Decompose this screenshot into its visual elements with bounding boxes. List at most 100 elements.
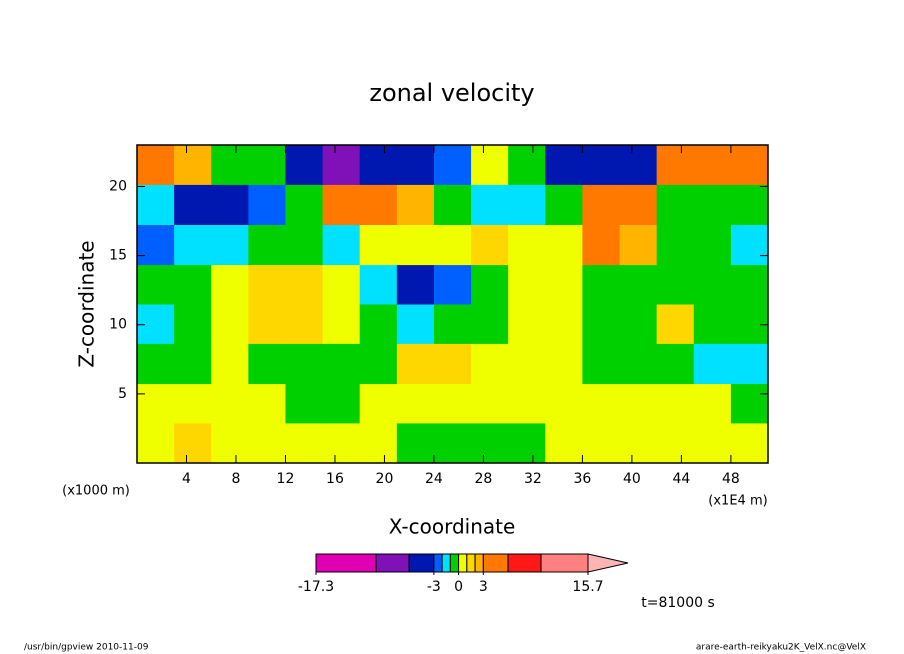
colorbar-segment <box>540 553 589 573</box>
colorbar-tick-label: 15.7 <box>572 579 603 595</box>
field-cell <box>619 304 658 344</box>
field-cell <box>471 184 509 225</box>
colorbar-tick-label: -3 <box>427 579 441 595</box>
field-cell <box>359 343 398 384</box>
field-cell <box>508 304 546 344</box>
field-cell <box>359 304 398 344</box>
field-cell <box>693 264 732 305</box>
field-cell <box>137 343 175 384</box>
field-cell <box>730 343 769 384</box>
colorbar-segment <box>482 553 509 573</box>
field-cell <box>619 264 658 305</box>
field-cell <box>656 343 695 384</box>
field-cell <box>433 145 472 185</box>
field-cell <box>433 422 472 464</box>
field-cell <box>433 264 472 305</box>
field-cell <box>619 224 658 266</box>
field-cell <box>545 184 583 225</box>
field-cell <box>174 224 212 266</box>
field-cell <box>359 184 398 225</box>
field-cell <box>137 383 175 424</box>
field-cell <box>396 304 435 344</box>
x-tick-label: 8 <box>232 471 241 487</box>
field-cell <box>285 422 324 464</box>
colorbar-segment <box>375 553 410 573</box>
chart-title: zonal velocity <box>369 79 534 107</box>
y-tick-label: 15 <box>109 248 127 264</box>
field-cell <box>693 145 732 185</box>
colorbar-tick-label: -17.3 <box>298 579 334 595</box>
field-cell <box>508 184 546 225</box>
field-cell <box>619 383 658 424</box>
field-cell <box>582 184 621 225</box>
field-cell <box>174 422 212 464</box>
field-cell <box>582 383 621 424</box>
field-cell <box>508 145 546 185</box>
field-cell <box>211 383 249 424</box>
field-cell <box>211 304 249 344</box>
field-cell <box>396 224 435 266</box>
field-cell <box>471 422 509 464</box>
colorbar-tick-label: 0 <box>454 579 463 595</box>
field-cell <box>174 264 212 305</box>
field-cell <box>582 422 621 464</box>
field-cell <box>285 224 324 266</box>
field-cell <box>396 145 435 185</box>
colorbar-tick-label: 3 <box>479 579 488 595</box>
field-cell <box>285 304 324 344</box>
field-cell <box>730 264 769 305</box>
y-unit: (x1000 m) <box>62 484 130 499</box>
field-cell <box>248 304 286 344</box>
plot-frame <box>136 144 769 464</box>
colorbar-segment <box>458 553 468 573</box>
field-cell <box>433 343 472 384</box>
field-cell <box>656 383 695 424</box>
field-cell <box>396 422 435 464</box>
x-tick-label: 4 <box>182 471 191 487</box>
y-tick-label: 5 <box>118 386 127 402</box>
field-cell <box>545 224 583 266</box>
field-cell <box>730 224 769 266</box>
x-tick-label: 48 <box>722 471 740 487</box>
field-cell <box>211 264 249 305</box>
field-cell <box>656 145 695 185</box>
field-cell <box>322 145 361 185</box>
field-cell <box>582 304 621 344</box>
x-tick-label: 12 <box>277 471 295 487</box>
field-cell <box>248 383 286 424</box>
field-cell <box>174 184 212 225</box>
x-axis-label: X-coordinate <box>389 515 516 539</box>
field-cell <box>656 422 695 464</box>
x-tick-label: 40 <box>623 471 641 487</box>
field-cell <box>285 264 324 305</box>
footer-left: /usr/bin/gpview 2010-11-09 <box>24 643 149 653</box>
field-cell <box>545 304 583 344</box>
field-cell <box>174 145 212 185</box>
field-cell <box>137 145 175 185</box>
field-cell <box>582 145 621 185</box>
field-cell <box>248 145 286 185</box>
field-cell <box>359 264 398 305</box>
colorbar-segment <box>433 553 443 573</box>
time-label: t=81000 s <box>641 595 715 611</box>
field-cell <box>137 304 175 344</box>
field-cell <box>211 422 249 464</box>
field-cell <box>471 224 509 266</box>
field-cell <box>322 383 361 424</box>
x-tick-label: 28 <box>475 471 493 487</box>
field-cell <box>545 422 583 464</box>
field-cell <box>359 145 398 185</box>
field-cell <box>508 343 546 384</box>
field-cell <box>730 422 769 464</box>
y-tick-label: 20 <box>109 178 127 194</box>
field-cell <box>730 383 769 424</box>
colorbar-segment <box>441 553 451 573</box>
field-cell <box>322 224 361 266</box>
field-cell <box>137 184 175 225</box>
colorbar-segment <box>408 553 435 573</box>
field-cell <box>396 343 435 384</box>
colorbar-segment <box>474 553 484 573</box>
field-cell <box>433 224 472 266</box>
field-cell <box>211 184 249 225</box>
